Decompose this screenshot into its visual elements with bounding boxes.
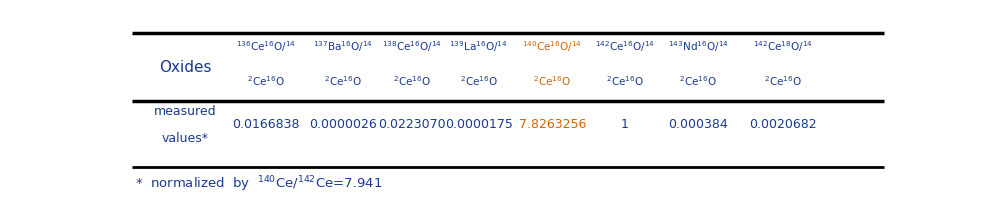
Text: $^{137}$Ba$^{16}$O/$^{14}$: $^{137}$Ba$^{16}$O/$^{14}$ <box>313 39 373 54</box>
Text: $^{2}$Ce$^{16}$O: $^{2}$Ce$^{16}$O <box>680 74 717 88</box>
Text: $^{2}$Ce$^{16}$O: $^{2}$Ce$^{16}$O <box>533 74 572 88</box>
Text: $^{2}$Ce$^{16}$O: $^{2}$Ce$^{16}$O <box>764 74 802 88</box>
Text: $^{136}$Ce$^{16}$O/$^{14}$: $^{136}$Ce$^{16}$O/$^{14}$ <box>236 39 296 54</box>
Text: 0.0000175: 0.0000175 <box>445 118 512 131</box>
Text: measured: measured <box>154 104 217 118</box>
Text: $^{138}$Ce$^{16}$O/$^{14}$: $^{138}$Ce$^{16}$O/$^{14}$ <box>382 39 442 54</box>
Text: $^{140}$Ce$^{16}$O/$^{14}$: $^{140}$Ce$^{16}$O/$^{14}$ <box>522 39 583 54</box>
Text: 0.0020682: 0.0020682 <box>749 118 817 131</box>
Text: $^{2}$Ce$^{16}$O: $^{2}$Ce$^{16}$O <box>606 74 643 88</box>
Text: $^{143}$Nd$^{16}$O/$^{14}$: $^{143}$Nd$^{16}$O/$^{14}$ <box>668 39 728 54</box>
Text: $^{2}$Ce$^{16}$O: $^{2}$Ce$^{16}$O <box>392 74 431 88</box>
Text: values*: values* <box>162 132 209 145</box>
Text: $^{139}$La$^{16}$O/$^{14}$: $^{139}$La$^{16}$O/$^{14}$ <box>449 39 508 54</box>
Text: $^{142}$Ce$^{18}$O/$^{14}$: $^{142}$Ce$^{18}$O/$^{14}$ <box>753 39 813 54</box>
Text: 7.8263256: 7.8263256 <box>518 118 586 131</box>
Text: $^{2}$Ce$^{16}$O: $^{2}$Ce$^{16}$O <box>324 74 362 88</box>
Text: *  normalized  by  $^{140}$Ce/$^{142}$Ce=7.941: * normalized by $^{140}$Ce/$^{142}$Ce=7.… <box>136 174 383 194</box>
Text: 0.0000026: 0.0000026 <box>309 118 377 131</box>
Text: Oxides: Oxides <box>160 60 211 75</box>
Text: 0.0223070: 0.0223070 <box>379 118 446 131</box>
Text: $^{2}$Ce$^{16}$O: $^{2}$Ce$^{16}$O <box>247 74 285 88</box>
Text: $^{2}$Ce$^{16}$O: $^{2}$Ce$^{16}$O <box>460 74 497 88</box>
Text: 0.0166838: 0.0166838 <box>232 118 299 131</box>
Text: 1: 1 <box>620 118 628 131</box>
Text: $^{142}$Ce$^{16}$O/$^{14}$: $^{142}$Ce$^{16}$O/$^{14}$ <box>595 39 655 54</box>
Text: 0.000384: 0.000384 <box>669 118 728 131</box>
